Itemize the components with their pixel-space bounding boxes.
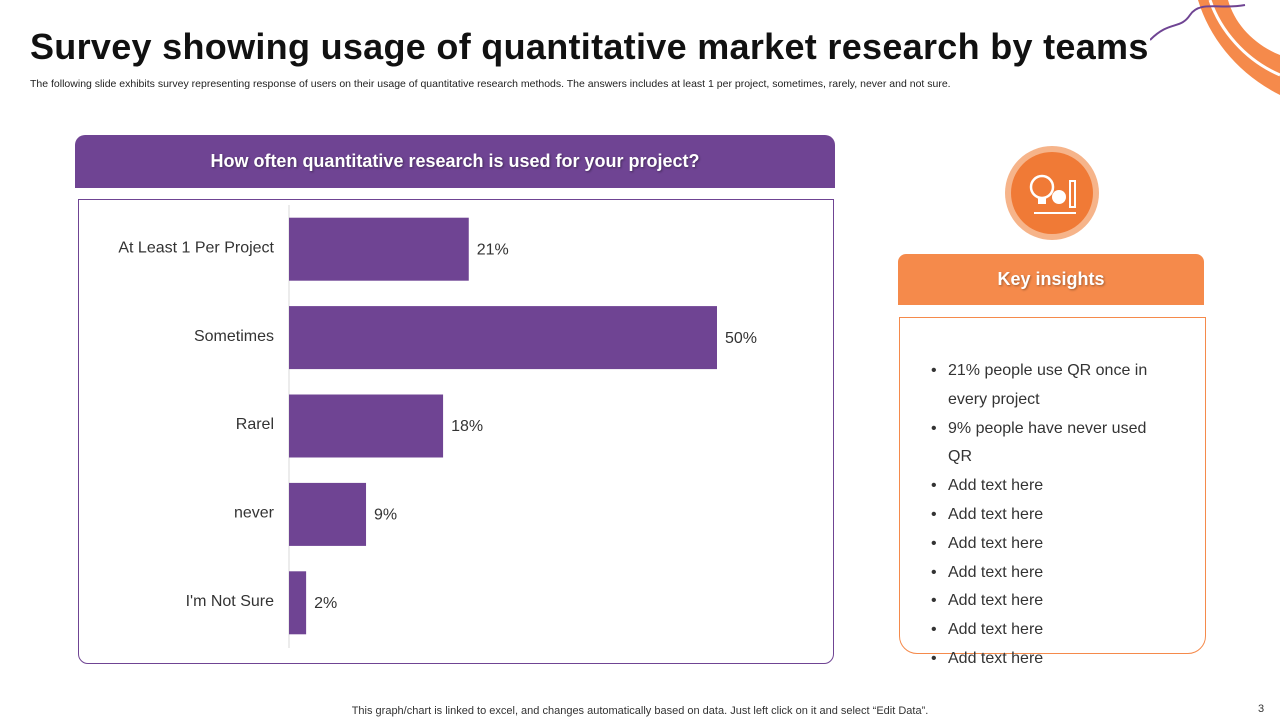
value-label: 21%	[477, 241, 509, 258]
category-label: never	[234, 505, 275, 522]
insight-item: Add text here	[931, 616, 1168, 645]
insight-item: Add text here	[931, 645, 1168, 674]
insight-item: Add text here	[931, 530, 1168, 559]
chart: At Least 1 Per Project 21% Sometimes 50% Rar…	[118, 205, 757, 648]
footnote: This graph/chart is linked to excel, and…	[351, 705, 929, 717]
title: Survey showing usage of quantitative mar…	[30, 26, 1149, 67]
decoration	[1150, 0, 1280, 95]
category-label: At Least 1 Per Project	[118, 239, 274, 256]
insights-title: Key insights	[898, 254, 1204, 305]
insight-item: 9% people have never used QR	[931, 415, 1168, 473]
insight-item: Add text here	[931, 559, 1168, 588]
insight-icon	[1005, 146, 1099, 240]
insight-item: 21% people use QR once in every project	[931, 357, 1168, 415]
value-label: 9%	[374, 507, 397, 524]
chart-title: How often quantitative research is used …	[75, 135, 835, 188]
category-label: I'm Not Sure	[186, 593, 275, 610]
category-label: Rarel	[236, 416, 274, 433]
value-label: 50%	[725, 330, 757, 347]
insights-box: 21% people use QR once in every project9…	[899, 317, 1206, 674]
subtitle: The following slide exhibits survey repr…	[30, 78, 951, 90]
insight-item: Add text here	[931, 501, 1168, 530]
insight-item: Add text here	[931, 587, 1168, 616]
bar	[289, 482, 367, 546]
bar	[289, 306, 717, 370]
bar	[289, 394, 444, 458]
insights-list: 21% people use QR once in every project9…	[900, 318, 1168, 674]
value-label: 2%	[314, 595, 337, 612]
chart-frame	[78, 199, 834, 664]
value-label: 18%	[451, 418, 483, 435]
bar	[289, 571, 307, 635]
page-number: 3	[1258, 703, 1265, 715]
bar	[289, 217, 469, 281]
insight-item: Add text here	[931, 472, 1168, 501]
category-label: Sometimes	[194, 328, 274, 345]
